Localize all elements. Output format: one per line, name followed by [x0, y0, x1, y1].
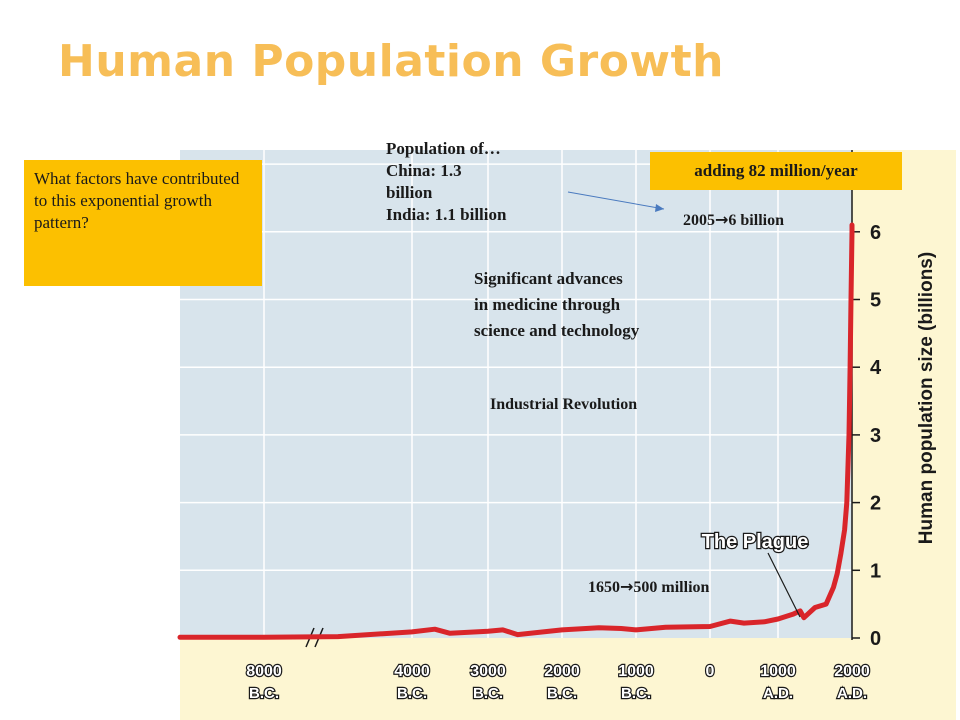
- callout-line: in medicine through: [474, 295, 621, 314]
- x-tick-label: 8000: [246, 663, 282, 680]
- x-tick-label: 0: [706, 663, 715, 680]
- arrow-right-icon: →: [620, 577, 634, 596]
- question-box: What factors have contributed to this ex…: [24, 160, 262, 286]
- year-2005-population: 6 billion: [728, 212, 784, 229]
- y-tick-label: 4: [870, 357, 882, 379]
- x-tick-label: 2000: [544, 663, 580, 680]
- x-axis-ticks: 8000 B.C. 4000 B.C. 3000 B.C. 2000 B.C. 1000 B.C.…: [245, 662, 871, 703]
- callout-line: India: 1.1 billion: [386, 205, 507, 224]
- y-tick-label: 5: [870, 290, 881, 312]
- x-tick-era-label: B.C.: [473, 685, 503, 702]
- year-1650-population: 500 million: [633, 579, 710, 596]
- x-tick-era-label: B.C.: [621, 685, 651, 702]
- growth-rate-box: adding 82 million/year: [650, 152, 902, 190]
- x-tick-label: 4000: [394, 663, 430, 680]
- industrial-revolution-label: Industrial Revolution: [490, 396, 638, 413]
- y-axis-label: Human population size (billions): [916, 252, 937, 544]
- slide-title: Human Population Growth: [58, 36, 724, 87]
- callout-line: Significant advances: [474, 269, 623, 288]
- x-tick-era-label: B.C.: [249, 685, 279, 702]
- y-tick-label: 6: [870, 222, 881, 244]
- plague-label: The Plague: [702, 531, 809, 553]
- year-1650-value: 1650: [588, 579, 620, 596]
- china-india-arrowhead: [655, 204, 664, 212]
- x-tick-era-label: B.C.: [397, 685, 427, 702]
- year-2005-callout: 2005→6 billion: [683, 209, 784, 232]
- x-tick-label: 3000: [470, 663, 506, 680]
- callout-line: Population of…: [386, 139, 501, 158]
- y-axis-ticks: 0 1 2 3 4 5 6: [852, 167, 882, 650]
- y-tick-label: 1: [870, 560, 881, 582]
- x-tick-label: 1000: [618, 663, 654, 680]
- medicine-callout: Significant advances in medicine through…: [474, 266, 639, 344]
- population-curve-line: [177, 222, 855, 640]
- y-tick-label: 2: [870, 493, 881, 515]
- x-tick-era-label: B.C.: [547, 685, 577, 702]
- x-tick-era-label: A.D.: [763, 685, 793, 702]
- china-india-arrow: [567, 191, 665, 210]
- y-tick-label: 3: [870, 425, 881, 447]
- y-tick-label: 0: [870, 628, 881, 650]
- arrow-right-icon: →: [715, 210, 729, 229]
- plague-pointer-line: [767, 552, 801, 618]
- callout-line: billion: [386, 183, 433, 202]
- population-of-callout: Population of… China: 1.3 billion India:…: [386, 138, 506, 226]
- x-tick-label: 1000: [760, 663, 796, 680]
- x-tick-era-label: A.D.: [837, 685, 867, 702]
- callout-line: China: 1.3: [386, 161, 462, 180]
- x-tick-label: 2000: [834, 663, 870, 680]
- year-2005-value: 2005: [683, 212, 715, 229]
- year-1650-callout: 1650→500 million: [588, 576, 709, 599]
- callout-line: science and technology: [474, 321, 640, 340]
